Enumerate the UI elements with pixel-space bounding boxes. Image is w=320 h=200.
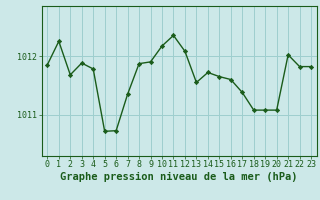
- X-axis label: Graphe pression niveau de la mer (hPa): Graphe pression niveau de la mer (hPa): [60, 172, 298, 182]
